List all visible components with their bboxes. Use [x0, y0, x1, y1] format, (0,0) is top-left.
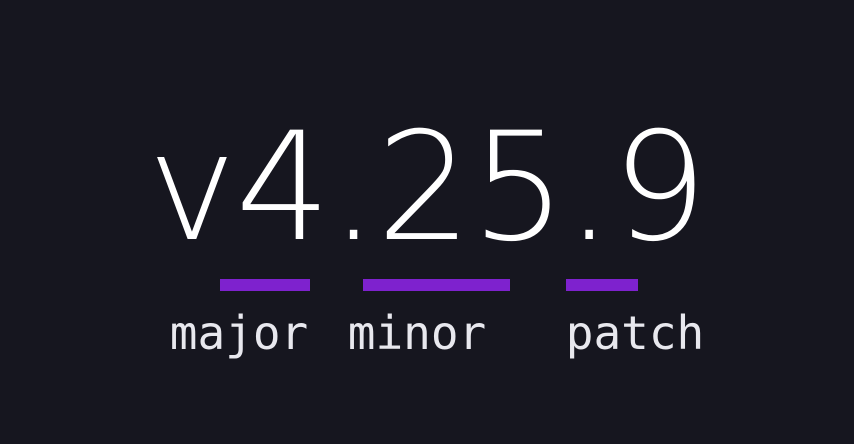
segment-bar-minor — [363, 279, 510, 291]
segment-label-minor: minor — [347, 306, 487, 360]
segment-label-major: major — [169, 306, 309, 360]
version-string: v4.25.9 — [147, 101, 708, 275]
segment-labels: major minor patch — [0, 305, 854, 361]
segment-label-patch: patch — [565, 306, 705, 360]
segment-bar-major — [220, 279, 310, 291]
segment-bar-patch — [566, 279, 638, 291]
segment-bars — [0, 279, 854, 291]
